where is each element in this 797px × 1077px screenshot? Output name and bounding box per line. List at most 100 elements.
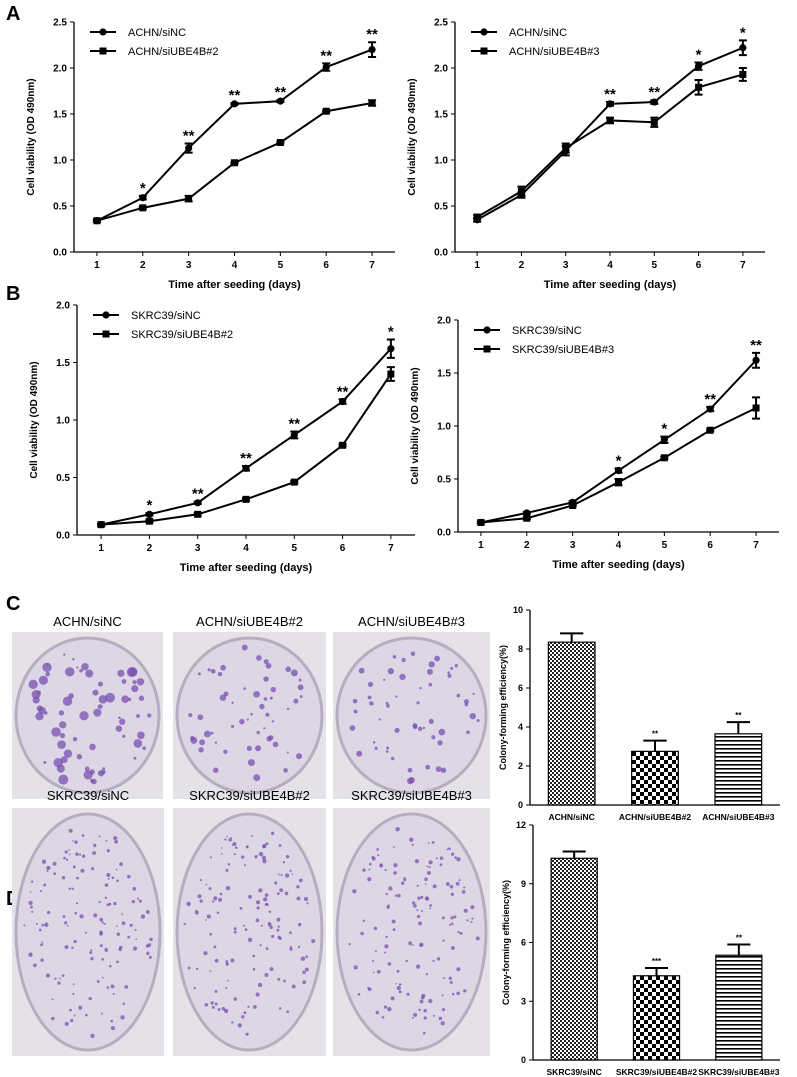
bar [547, 641, 596, 806]
colony [289, 931, 292, 935]
colony [390, 756, 395, 761]
colony [426, 668, 433, 675]
significance: ** [750, 337, 762, 354]
colony [116, 879, 119, 883]
colony [98, 695, 108, 704]
y-tick-label: 12 [516, 820, 526, 830]
colony [242, 924, 245, 927]
colony [440, 1021, 445, 1026]
colony [106, 849, 110, 853]
marker [290, 478, 298, 486]
colony [285, 666, 292, 673]
colony [89, 743, 96, 751]
colony [103, 922, 106, 925]
x-tick-label: 7 [388, 543, 394, 554]
colony [302, 980, 307, 985]
marker [185, 195, 193, 203]
marker [483, 326, 491, 334]
colony [101, 1012, 103, 1015]
colony [227, 863, 231, 866]
colony [448, 976, 452, 980]
colony [458, 879, 461, 882]
colony [68, 828, 73, 833]
colony [356, 750, 363, 757]
marker [368, 99, 376, 107]
significance: *** [652, 957, 662, 966]
colony [388, 886, 393, 891]
significance: * [661, 421, 667, 438]
colony [470, 920, 473, 924]
colony [387, 1007, 392, 1012]
colony [403, 878, 407, 882]
colony [395, 826, 400, 832]
colony [418, 726, 423, 731]
colony [90, 956, 94, 961]
photo-caption: SKRC39/siUBE4B#3 [351, 788, 472, 803]
colony [272, 741, 279, 748]
marker [102, 330, 110, 338]
colony [245, 1032, 249, 1036]
colony [104, 883, 109, 887]
colony [134, 928, 137, 931]
colony [256, 655, 262, 661]
marker [290, 431, 298, 439]
marker [606, 100, 614, 108]
colony [116, 925, 118, 927]
colony [368, 862, 372, 866]
colony [299, 878, 303, 883]
colony [252, 954, 256, 958]
marker [339, 441, 347, 449]
colony [203, 730, 211, 738]
x-tick-label: SKRC39/siUBE4B#2 [616, 1067, 698, 1077]
legend-label: SKRC39/siUBE4B#2 [131, 329, 233, 341]
colony [138, 899, 142, 903]
x-tick-label: 5 [662, 540, 668, 551]
colony [383, 1005, 388, 1009]
colony [54, 977, 57, 980]
colony [113, 836, 118, 841]
colony [127, 874, 131, 879]
colony [264, 893, 269, 897]
colony [243, 864, 247, 867]
significance: ** [337, 383, 349, 400]
colony [209, 932, 212, 936]
x-tick-label: 5 [652, 260, 658, 271]
colony [442, 1008, 446, 1012]
colony [416, 884, 419, 887]
colony [447, 673, 452, 678]
colony [127, 935, 131, 939]
colony [118, 716, 121, 720]
colony [93, 913, 98, 918]
colony [255, 918, 260, 923]
marker [569, 502, 577, 509]
colony [277, 925, 280, 928]
colony [199, 899, 203, 903]
colony [285, 855, 290, 859]
colony [431, 735, 436, 740]
colony [469, 712, 476, 720]
colony [374, 746, 378, 750]
colony [120, 1015, 125, 1020]
colony [439, 863, 443, 867]
colony [385, 892, 388, 896]
colony [398, 983, 402, 986]
colony [269, 925, 273, 929]
y-tick-label: 1.5 [53, 110, 67, 121]
marker [185, 144, 193, 152]
x-axis-label: Time after seeding (days) [180, 562, 313, 574]
photo-caption: ACHN/siUBE4B#3 [358, 614, 465, 629]
colony [268, 910, 272, 913]
colony [223, 691, 229, 697]
marker [97, 521, 105, 529]
colony [68, 887, 72, 890]
colony [464, 703, 468, 707]
marker [194, 510, 202, 518]
colony [110, 984, 115, 989]
colony [101, 957, 104, 961]
colony [65, 667, 75, 677]
colony [274, 881, 278, 885]
x-tick-label: 2 [524, 540, 530, 551]
colony [66, 924, 69, 927]
colony [233, 997, 238, 1001]
colony [207, 668, 211, 672]
